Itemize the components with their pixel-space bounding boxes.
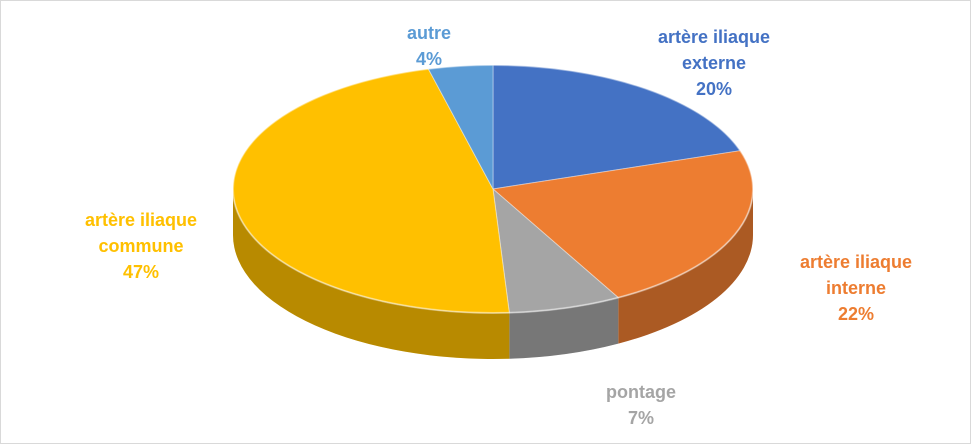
slice <box>232 68 510 314</box>
slice-side-shade <box>233 189 510 359</box>
category-label: pontage <box>606 382 676 402</box>
slice <box>492 64 742 190</box>
category-label: autre <box>406 23 451 43</box>
slice-side <box>233 189 510 359</box>
slice-side <box>509 297 619 359</box>
data-label: pontage 7% <box>556 379 726 431</box>
value-label: 47% <box>122 262 160 282</box>
data-label: autre 4% <box>344 20 514 72</box>
category-label: artère iliaque interne <box>799 252 913 298</box>
category-label: artère iliaque commune <box>84 210 198 256</box>
rim-highlight <box>232 64 754 314</box>
value-label: 22% <box>837 304 875 324</box>
slice-side <box>618 189 753 344</box>
data-label: artère iliaque commune 47% <box>56 207 226 285</box>
slice <box>491 150 754 299</box>
category-label: artère iliaque externe <box>657 27 771 73</box>
value-label: 4% <box>415 49 442 69</box>
data-label: artère iliaque interne 22% <box>771 249 941 327</box>
value-label: 20% <box>695 79 733 99</box>
slice <box>427 64 494 190</box>
data-label: artère iliaque externe 20% <box>629 24 799 102</box>
slice-side-shade <box>618 189 753 344</box>
slice <box>492 187 620 314</box>
value-label: 7% <box>627 408 654 428</box>
slice-side-shade <box>509 297 619 359</box>
